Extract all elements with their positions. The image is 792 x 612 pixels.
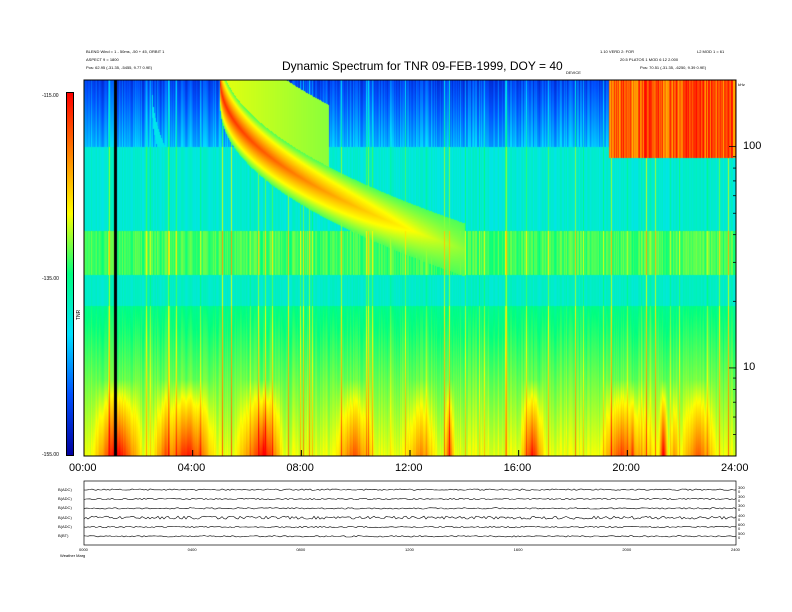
bottom-row-right-tick: 600 <box>738 522 745 527</box>
bottom-row-label: B(ADC) <box>58 505 72 511</box>
bottom-x-tick-label: 0400 <box>187 547 197 552</box>
x-tick-label: 08:00 <box>286 462 314 474</box>
chart-title: Dynamic Spectrum for TNR 09-FEB-1999, DO… <box>282 59 563 73</box>
y-tick-label: 10 <box>743 360 756 373</box>
header-left-pos-value: 62.95 (-31.35, -5455, 9.77 0.9E) <box>95 65 153 70</box>
header-left-line2: ASPECT 9 = 1800 <box>86 57 119 62</box>
bottom-row-right-tick: 0 <box>738 535 741 541</box>
bottom-row-right-tick: 0 <box>738 507 741 513</box>
header-left-pos-label: Pos: <box>86 65 95 70</box>
bottom-x-tick-label: 2400 <box>731 547 740 552</box>
y-tick-label: 100 <box>743 139 762 152</box>
bottom-footer-label: Weather Marg <box>60 553 86 558</box>
x-tick-label: 00:00 <box>69 462 97 474</box>
header-right-line1b: L2 MOD 1 = 61 <box>697 49 725 54</box>
bottom-row-right-tick: 300 <box>738 484 745 490</box>
bottom-row-right-tick: 0 <box>738 498 741 503</box>
header-right-line1: 1.10 VERD 2: FOR <box>600 49 635 54</box>
x-tick-label: 20:00 <box>612 462 640 474</box>
bottom-x-tick-label: 0800 <box>296 547 306 552</box>
bottom-row-right-tick: 300 <box>738 494 745 499</box>
bottom-row-right-tick: 0 <box>738 516 741 522</box>
x-tick-label: 04:00 <box>177 462 206 474</box>
colorbar-tick-bottom: -155.00 <box>42 452 59 458</box>
bottom-panel-frame <box>83 480 737 546</box>
bottom-row-right-tick: 0 <box>738 488 741 494</box>
bottom-row-right-tick: 500 <box>738 531 745 537</box>
bottom-trace <box>83 497 737 501</box>
header-mid-marker: DEVICE <box>566 70 581 75</box>
bottom-x-tick-label: 0000 <box>79 547 88 552</box>
bottom-row-label: B(ADC) <box>58 524 72 529</box>
colorbar <box>66 92 74 456</box>
bottom-trace <box>83 515 737 520</box>
bottom-row-label: B(ADC) <box>58 514 72 520</box>
colorbar-tick-top: -115.00 <box>42 93 59 99</box>
bottom-trace <box>83 535 737 538</box>
bottom-trace <box>83 507 737 510</box>
spectrogram <box>84 80 736 456</box>
x-tick-label: 12:00 <box>395 462 423 474</box>
y-tick-marks <box>729 79 736 457</box>
bottom-row-right-tick: 0 <box>738 526 741 531</box>
x-tick-label: 16:00 <box>503 462 532 474</box>
bottom-trace <box>83 525 736 529</box>
bottom-row-label: B(ADC) <box>58 486 72 492</box>
bottom-row-right-tick: 300 <box>738 503 745 509</box>
bottom-row-label: B(BT) <box>58 533 69 539</box>
header-right-line2: 20.5 PLATOS 1 MOD 6 12 2.000 <box>620 57 679 62</box>
colorbar-tick-mid: -135.00 <box>42 276 59 282</box>
header-left-line1: BLEND Wind = 1 - 50ms, -50 + 45, ORBIT 1 <box>86 49 165 54</box>
header-left-line3: Pos: 62.95 (-31.35, -5455, 9.77 0.9E) <box>86 65 152 70</box>
header-right-pos-label: Pos: <box>640 65 649 70</box>
header-right-pos-value: 70.51 (-31.35, -6250, 9.39 0.9E) <box>649 65 707 70</box>
plot-frame <box>83 79 737 457</box>
bottom-x-tick-label: 1200 <box>405 547 414 552</box>
bottom-row-label: B(ADC) <box>58 496 72 501</box>
bottom-trace <box>83 488 737 491</box>
header-right-line3: Pos: 70.51 (-31.35, -6250, 9.39 0.9E) <box>640 65 706 70</box>
bottom-row-right-tick: 400 <box>738 512 745 518</box>
x-tick-label: 24:00 <box>721 462 749 474</box>
bottom-x-tick-label: 2000 <box>622 547 632 552</box>
bottom-traces <box>83 488 737 538</box>
y-unit-label: kHz <box>738 82 745 87</box>
bottom-x-tick-label: 1600 <box>513 547 523 552</box>
x-tick-marks <box>83 450 737 456</box>
